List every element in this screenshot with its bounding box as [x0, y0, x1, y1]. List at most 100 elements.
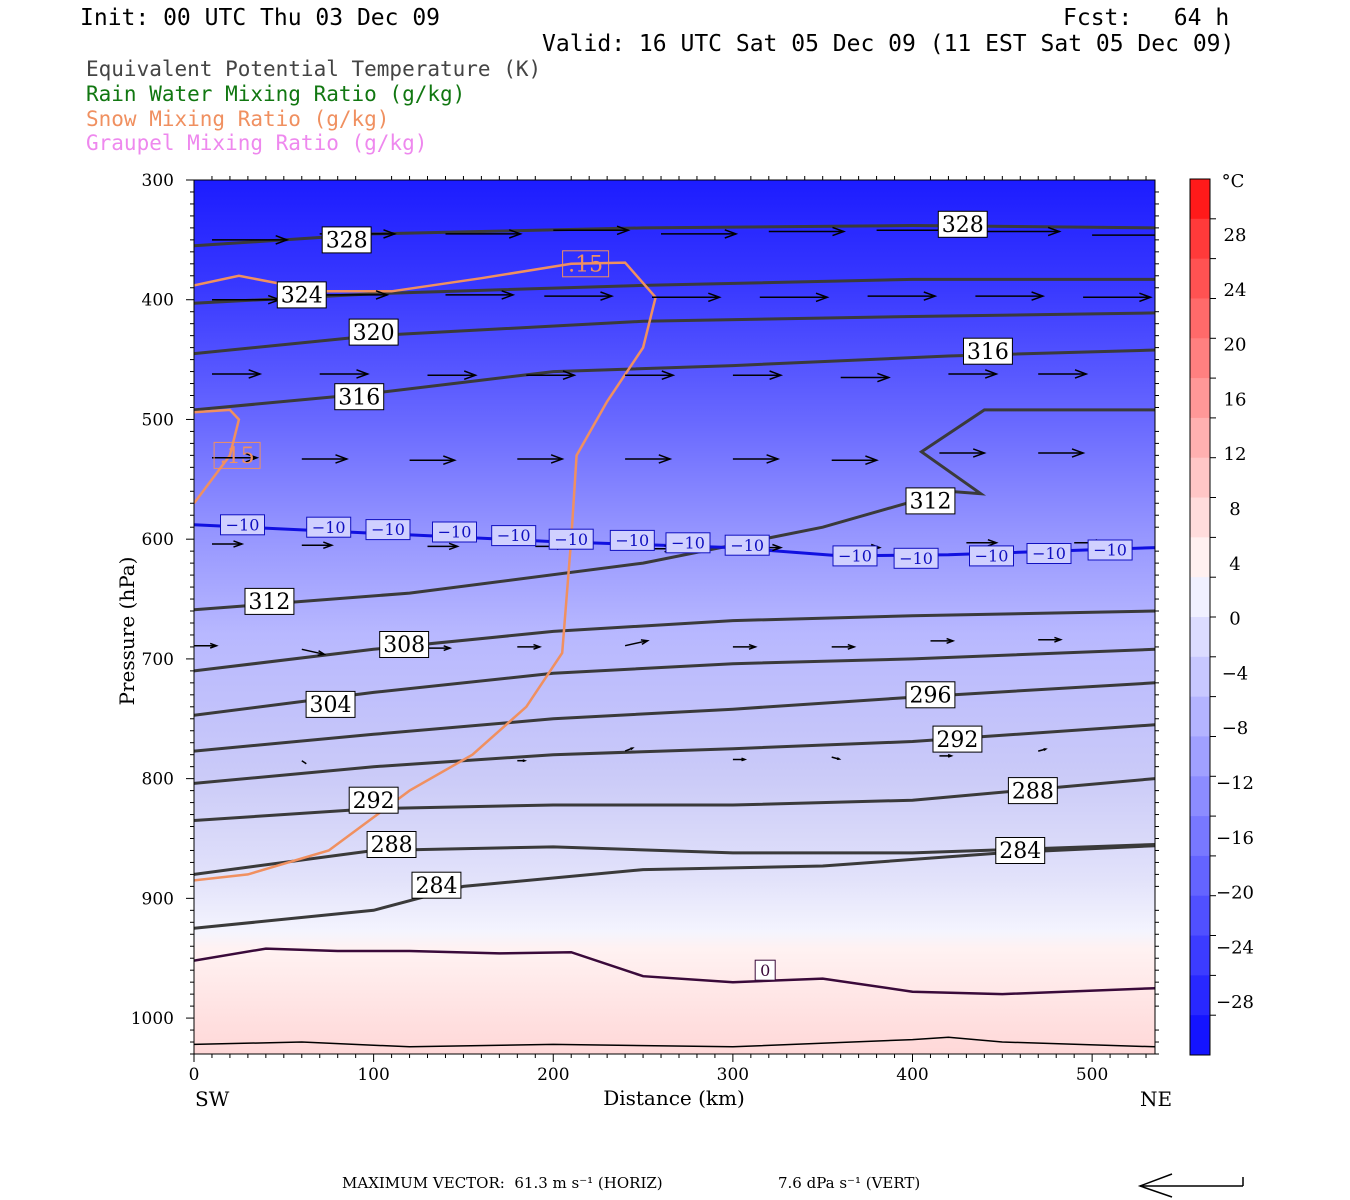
wind-vector	[517, 454, 565, 464]
wind-vector-head	[741, 757, 748, 762]
x-tick-label: 100	[357, 1065, 389, 1085]
y-tick-label: 500	[142, 411, 174, 431]
theta-e-label-284-box	[411, 871, 462, 899]
colorbar-swatch	[1190, 378, 1210, 419]
theta-e-label-288-box	[1007, 777, 1058, 805]
snow-contour-label-box	[562, 250, 610, 278]
y-tick-label: 1000	[131, 1009, 174, 1029]
wind-vector-head	[1031, 291, 1046, 301]
wind-vector-head	[1071, 448, 1086, 458]
snow-contour-label-text: .15	[568, 253, 603, 278]
colorbar-tick-label: 16	[1224, 389, 1247, 410]
wind-vector-head	[724, 229, 739, 239]
colorbar-swatch	[1190, 895, 1210, 937]
legend-snow-mixing-ratio: Snow Mixing Ratio (g/kg)	[86, 107, 390, 131]
colorbar-tick-label: 0	[1229, 609, 1240, 630]
isotherm-minus10-label-text: −10	[226, 515, 260, 534]
x-axis-label: Distance (km)	[603, 1086, 745, 1110]
theta-e-label-304-text: 304	[310, 693, 352, 718]
isotherm-minus10-label: −10	[832, 545, 878, 567]
wind-vector	[948, 369, 999, 379]
wind-vector	[661, 229, 739, 239]
wind-vector	[427, 542, 460, 551]
colorbar-tick-label: 24	[1224, 280, 1247, 301]
theta-e-label-284-text: 284	[999, 839, 1041, 864]
wind-vector	[624, 747, 635, 752]
plot-frame	[193, 179, 1156, 1055]
init-time: Init: 00 UTC Thu 03 Dec 09	[80, 5, 441, 31]
theta-e-label-328-box	[321, 226, 372, 254]
theta-e-label-304: 304	[305, 690, 356, 718]
wind-vector-head	[616, 225, 631, 236]
wind-vector-head	[443, 645, 453, 652]
isotherm-minus10-label-text: −10	[497, 526, 531, 545]
wind-vector	[624, 639, 650, 647]
colorbar-unit: °C	[1222, 171, 1245, 192]
wind-vector	[445, 229, 523, 239]
snow-contour-0	[194, 261, 657, 882]
isotherm-minus10-label-box	[832, 545, 878, 567]
colorbar-swatch	[1190, 218, 1210, 260]
wind-vector	[831, 455, 879, 466]
wind-vector-head	[865, 455, 879, 466]
wind-vector	[1038, 636, 1063, 643]
y-axis-label: Pressure (hPa)	[115, 557, 139, 706]
wind-vector-head	[275, 234, 290, 245]
wind-vector	[840, 372, 891, 383]
theta-e-label-316-text: 316	[338, 385, 380, 410]
theta-e-label-292-text: 292	[936, 728, 978, 753]
isotherm-minus10-label-box	[548, 528, 594, 550]
wind-vector	[1038, 448, 1086, 458]
isotherm-minus10-label-text: −10	[371, 520, 405, 539]
colorbar-swatch	[1190, 975, 1210, 1016]
wind-vector-head	[769, 370, 784, 381]
isotherm-minus10-label-box	[306, 516, 352, 538]
colorbar-swatch	[1190, 656, 1210, 698]
theta-e-label-296: 296	[905, 681, 956, 709]
x-left-end-label: SW	[195, 1087, 230, 1111]
wind-vector-head	[562, 370, 577, 381]
legend-equivalent-potential-temperature: Equivalent Potential Temperature (K)	[86, 57, 542, 81]
wind-vector	[427, 645, 453, 652]
theta-e-label-316-box	[963, 337, 1013, 365]
theta-e-label-324-box	[276, 281, 327, 309]
wind-vector	[732, 757, 748, 762]
colorbar-swatch	[1190, 258, 1210, 299]
wind-vector-head	[661, 370, 676, 381]
colorbar-tick-label: −12	[1216, 773, 1254, 794]
colorbar-tick-label: 4	[1229, 554, 1240, 575]
theta-e-label-316: 316	[963, 337, 1013, 365]
y-tick-label: 900	[142, 889, 174, 909]
wind-vector-head	[323, 541, 334, 550]
wind-vector-head	[658, 454, 673, 464]
colorbar-swatch	[1190, 816, 1210, 857]
theta-e-label-288-text: 288	[371, 833, 413, 858]
colorbar-swatch	[1190, 577, 1210, 618]
theta-e-label-324-text: 324	[281, 284, 323, 309]
wind-vector-head	[209, 642, 219, 649]
isotherm-minus10-label: −10	[365, 519, 411, 541]
theta-e-label-312-text: 312	[248, 590, 290, 615]
zero-isotherm-label: 0	[754, 959, 776, 981]
theta-e-label-288-text: 288	[1012, 779, 1054, 804]
isotherm-minus10-label: −10	[724, 534, 770, 556]
wind-vector	[759, 292, 830, 303]
y-tick-label: 300	[142, 171, 174, 191]
wind-vector-head	[946, 637, 956, 645]
theta-e-label-316-text: 316	[967, 340, 1009, 365]
wind-vector-head	[836, 757, 842, 761]
theta-e-contour-284	[194, 843, 1155, 876]
wind-vector-head	[847, 643, 857, 650]
isotherm-minus10-label-text: −10	[1093, 541, 1127, 560]
x-tick-label: 200	[537, 1065, 569, 1085]
theta-e-label-292: 292	[348, 786, 399, 814]
legend-rain-water-mixing-ratio: Rain Water Mixing Ratio (g/kg)	[86, 82, 466, 106]
theta-e-label-296-box	[905, 681, 956, 709]
theta-e-contour-328	[194, 223, 1155, 248]
theta-e-contour-308	[194, 609, 1155, 673]
theta-e-label-328: 328	[321, 226, 372, 254]
wind-vector	[544, 291, 614, 301]
theta-e-label-320: 320	[348, 318, 399, 346]
isotherm-minus10-label: −10	[306, 516, 352, 538]
colorbar-tick-label: 20	[1224, 335, 1247, 356]
